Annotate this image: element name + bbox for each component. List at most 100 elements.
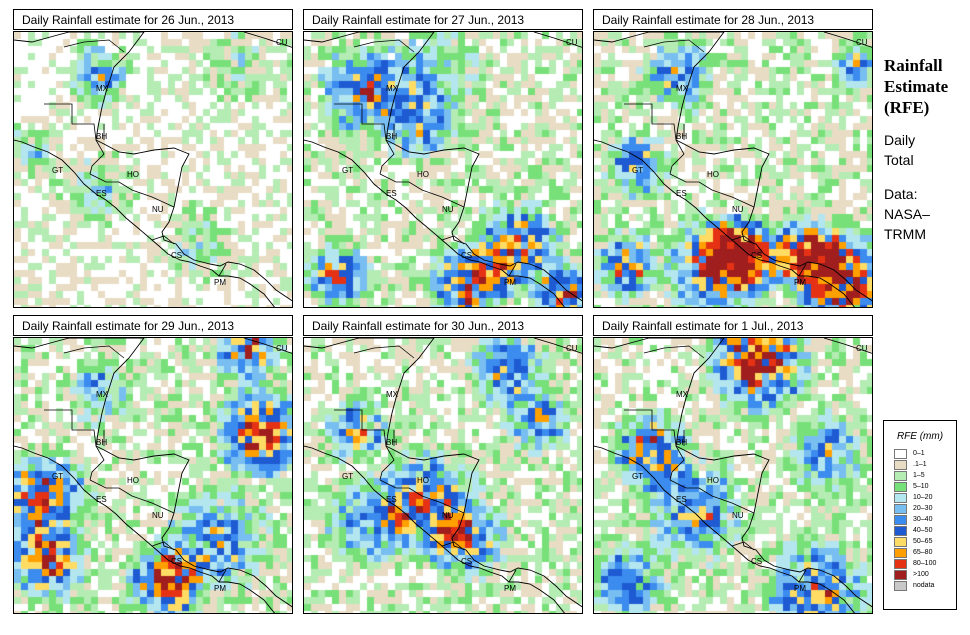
country-border: [89, 479, 175, 514]
country-label: MX: [386, 84, 399, 93]
map-outline: MX BH GT HO ES NU CS PM CU: [304, 32, 582, 307]
country-border: [669, 173, 755, 208]
map-outline: MX BH GT HO ES NU CS PM CU: [304, 338, 582, 613]
country-label: HO: [417, 170, 429, 179]
panel-title: Daily Rainfall estimate for 29 Jun., 201…: [13, 315, 293, 336]
source-line3: TRMM: [884, 226, 926, 242]
legend-swatch: [894, 548, 907, 558]
country-label: CS: [751, 251, 762, 260]
country-label: HO: [127, 476, 139, 485]
country-border: [731, 541, 755, 551]
country-label: BH: [676, 438, 687, 447]
cuba-coastline: [243, 32, 292, 48]
legend-item: 30–40: [894, 514, 956, 525]
country-label: PM: [794, 278, 806, 287]
legend-swatch: [894, 482, 907, 492]
country-label: CU: [276, 344, 288, 353]
legend-swatch: [894, 471, 907, 481]
country-border: [669, 445, 685, 481]
legend-swatch: [894, 449, 907, 459]
panel-title: Daily Rainfall estimate for 1 Jul., 2013: [593, 315, 873, 336]
country-label: HO: [707, 476, 719, 485]
legend-swatch: [894, 581, 907, 591]
country-border: [624, 409, 677, 447]
country-border: [218, 263, 227, 277]
state-border: [643, 39, 705, 53]
country-label: MX: [96, 390, 109, 399]
legend-item: 0–1: [894, 448, 956, 459]
map-outline: MX BH GT HO ES NU CS PM CU: [14, 32, 292, 307]
country-label: CU: [566, 344, 578, 353]
source-line1: Data:: [884, 186, 918, 202]
country-border: [379, 479, 465, 514]
country-border: [379, 173, 465, 208]
product-title-line1: Rainfall: [884, 56, 943, 75]
country-label: BH: [386, 132, 397, 141]
country-label: CU: [856, 38, 868, 47]
legend-label: 5–10: [913, 483, 929, 490]
country-label: NU: [152, 205, 164, 214]
country-label: GT: [342, 166, 353, 175]
legend-swatch: [894, 515, 907, 525]
country-label: ES: [676, 189, 687, 198]
rainfall-grid: [304, 338, 582, 613]
country-label: BH: [386, 438, 397, 447]
country-border: [441, 541, 465, 551]
product-title-line2: Estimate: [884, 77, 949, 96]
cuba-coastline: [243, 338, 292, 354]
country-label: PM: [794, 584, 806, 593]
cuba-coastline: [533, 338, 582, 354]
country-border: [151, 541, 175, 551]
map-panel-1jul: Daily Rainfall estimate for 1 Jul., 2013…: [593, 315, 875, 615]
legend-label: 80–100: [913, 560, 937, 567]
period-line2: Total: [884, 152, 914, 168]
rainfall-grid: [14, 32, 292, 307]
map-outline: MX BH GT HO ES NU CS PM CU: [14, 338, 292, 613]
panel-title: Daily Rainfall estimate for 26 Jun., 201…: [13, 9, 293, 30]
country-border: [89, 173, 175, 208]
country-label: GT: [52, 166, 63, 175]
rainfall-map: MX BH GT HO ES NU CS PM CU: [13, 31, 293, 308]
legend-swatch: [894, 570, 907, 580]
rainfall-grid: [594, 338, 872, 613]
cuba-coastline: [823, 338, 872, 354]
map-panel-27jun: Daily Rainfall estimate for 27 Jun., 201…: [303, 9, 585, 309]
rainfall-map: MX BH GT HO ES NU CS PM CU: [13, 337, 293, 614]
legend-rows: 0–1 .1–1 1–5 5–10 10–20 20–30 30–40 40–50 50–65 6…: [884, 448, 956, 591]
country-label: NU: [732, 205, 744, 214]
rainfall-map: MX BH GT HO ES NU CS PM CU: [593, 31, 873, 308]
state-border: [643, 345, 705, 359]
legend-swatch: [894, 559, 907, 569]
country-label: GT: [342, 472, 353, 481]
country-border: [798, 263, 807, 277]
legend-label: 20–30: [913, 505, 933, 512]
legend-item: 50–65: [894, 536, 956, 547]
country-border: [379, 139, 395, 175]
period-line1: Daily: [884, 132, 916, 148]
legend-label: 30–40: [913, 516, 933, 523]
country-border: [508, 569, 517, 583]
state-border: [353, 345, 415, 359]
country-label: NU: [442, 511, 454, 520]
country-label: GT: [632, 166, 643, 175]
legend-label: 65–80: [913, 549, 933, 556]
country-label: NU: [152, 511, 164, 520]
side-caption: Rainfall Estimate (RFE) Daily Total Data…: [884, 55, 970, 244]
country-label: BH: [96, 438, 107, 447]
state-border: [63, 39, 125, 53]
rainfall-grid: [14, 338, 292, 613]
country-label: HO: [707, 170, 719, 179]
legend-label: >100: [913, 571, 929, 578]
country-label: PM: [504, 584, 516, 593]
country-label: CS: [751, 557, 762, 566]
country-border: [379, 445, 395, 481]
legend-item: 5–10: [894, 481, 956, 492]
country-label: NU: [732, 511, 744, 520]
panel-title: Daily Rainfall estimate for 27 Jun., 201…: [303, 9, 583, 30]
legend-item: >100: [894, 569, 956, 580]
country-border: [624, 103, 677, 141]
cuba-coastline: [533, 32, 582, 48]
legend-item: 80–100: [894, 558, 956, 569]
country-border: [44, 409, 97, 447]
legend-label: 1–5: [913, 472, 925, 479]
